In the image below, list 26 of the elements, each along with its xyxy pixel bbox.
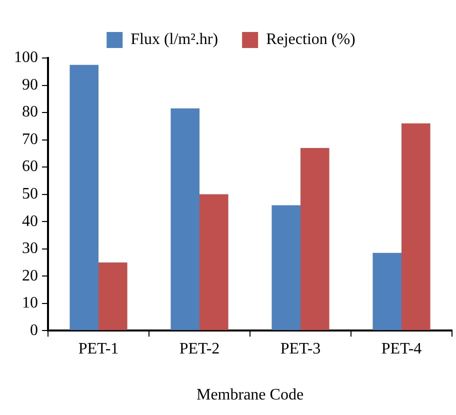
bar	[70, 64, 98, 330]
bar	[402, 123, 430, 330]
y-tick-label: 50	[22, 186, 38, 203]
y-tick-label: 60	[22, 158, 38, 176]
x-tick-label: PET-4	[381, 340, 422, 358]
x-tick-label: PET-3	[280, 340, 321, 358]
legend-label: Rejection (%)	[266, 31, 356, 48]
bar	[300, 148, 330, 330]
y-tick-label: 40	[22, 212, 38, 230]
legend-label: Flux (l/m².hr)	[130, 31, 218, 48]
bar	[272, 205, 300, 330]
y-tick-label: 0	[30, 322, 38, 339]
y-tick-label: 10	[22, 294, 38, 312]
x-tick-label: PET-2	[179, 340, 220, 358]
y-tick-label: 90	[22, 76, 38, 94]
bar	[372, 252, 402, 330]
bar	[170, 108, 200, 330]
x-axis-title: Membrane Code	[196, 386, 304, 404]
bar	[98, 262, 128, 330]
x-tick-label: PET-1	[78, 340, 119, 358]
y-tick-label: 100	[14, 49, 38, 66]
bar	[200, 194, 228, 330]
y-tick-label: 20	[22, 267, 38, 284]
y-tick-label: 70	[22, 130, 38, 148]
y-tick-label: 30	[22, 240, 38, 258]
y-tick-label: 80	[22, 104, 38, 121]
